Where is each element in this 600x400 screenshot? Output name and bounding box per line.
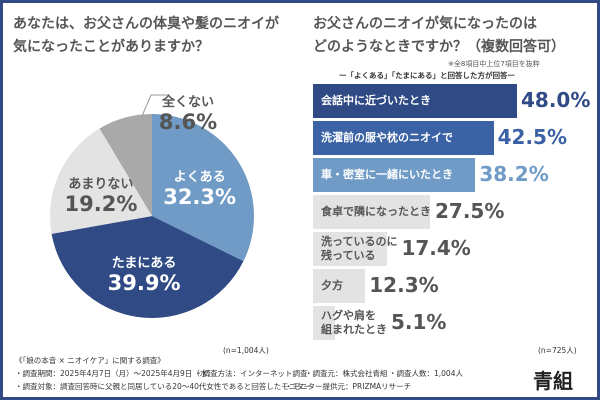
bar-value: 5.1% bbox=[391, 310, 447, 334]
pie-label-value: 32.3% bbox=[163, 185, 237, 210]
bar-label: 夕方 bbox=[321, 279, 343, 292]
pie-label: よくある 32.3% bbox=[163, 166, 236, 209]
bar-value: 17.4% bbox=[401, 236, 471, 260]
pie-label-name: たまにある bbox=[111, 255, 177, 271]
bar bbox=[313, 84, 517, 118]
bar-label: 会話中に近づいたとき bbox=[321, 94, 431, 107]
right-title-line2: どのようなときですか？（複数回答可） bbox=[313, 39, 565, 55]
bar bbox=[313, 306, 335, 340]
pie-label-name: あまりない bbox=[68, 176, 134, 192]
right-title-line1: お父さんのニオイが気になったのは bbox=[313, 16, 537, 32]
pie-leader-line bbox=[141, 94, 168, 117]
survey-target: ・調査対象：調査回答時に父親と同居している20～40代女性であると回答したモニタ… bbox=[15, 382, 312, 391]
bar bbox=[313, 195, 430, 229]
bar bbox=[313, 269, 366, 303]
logo: 青組 bbox=[533, 369, 573, 393]
bar-value: 27.5% bbox=[435, 199, 505, 223]
right-sample-size: (n=725人) bbox=[538, 346, 577, 355]
left-sample-size: (n=1,004人) bbox=[223, 346, 269, 355]
survey-method: ・調査方法：インターネット調査 bbox=[195, 369, 308, 378]
survey-count: ・調査人数：1,004人 bbox=[389, 369, 463, 378]
bar-label: 食卓で隣になったとき bbox=[321, 205, 431, 218]
left-title-line2: 気になったことがありますか？ bbox=[13, 39, 209, 55]
bar bbox=[313, 158, 476, 192]
bar-label: 洗濯前の服や枕のニオイで bbox=[321, 131, 453, 144]
pie-label-value: 19.2% bbox=[64, 191, 138, 216]
pie-chart bbox=[50, 94, 254, 319]
right-title: お父さんのニオイが気になったのは どのようなときですか？（複数回答可） bbox=[313, 13, 565, 59]
pie-slice bbox=[50, 128, 152, 234]
survey-title: 《「娘の本音 × ニオイケア」に関する調査》 bbox=[15, 356, 165, 365]
bar-value: 38.2% bbox=[479, 162, 549, 186]
infographic: あなたは、お父さんの体臭や髪のニオイが 気になったことがありますか？ よくある 3… bbox=[3, 3, 597, 397]
pie-label-name: 全くない bbox=[161, 95, 214, 110]
pie-label-value: 8.6% bbox=[158, 110, 218, 134]
pie-label: 全くない 8.6% bbox=[159, 91, 217, 134]
bar bbox=[313, 121, 494, 155]
left-title-line1: あなたは、お父さんの体臭や髪のニオイが bbox=[13, 16, 279, 32]
bar-value: 42.5% bbox=[497, 125, 568, 149]
left-title: あなたは、お父さんの体臭や髪のニオイが 気になったことがありますか？ bbox=[13, 13, 279, 59]
bar-value: 12.3% bbox=[369, 273, 439, 297]
bar-label: ハグや肩を 組まれたとき bbox=[321, 309, 387, 336]
pie-label: たまにある 39.9% bbox=[108, 252, 181, 295]
right-subtitle: ー「よくある」「たまにある」と回答した方が回答ー bbox=[339, 71, 516, 80]
bar-label: 車・密室に一緒にいたとき bbox=[321, 168, 453, 181]
pie-label-name: よくある bbox=[173, 170, 226, 186]
pie-label-value: 39.9% bbox=[107, 270, 181, 295]
survey-provider: ・モニター提供元：PRIZMAリサーチ bbox=[285, 382, 412, 391]
right-note: ※全8項目中上位7項目を抜粋 bbox=[448, 60, 540, 68]
pie-slice bbox=[99, 114, 152, 216]
bar-label: 洗っているのに 残っている bbox=[321, 235, 398, 262]
pie-label: あまりない 19.2% bbox=[65, 173, 138, 216]
survey-source: ・調査元：株式会社青組 bbox=[305, 369, 388, 378]
pie-slice bbox=[152, 114, 254, 262]
pie-slice bbox=[51, 216, 244, 319]
survey-period: ・調査期間：2025年4月7日（月）～2025年4月9日（水） bbox=[15, 369, 215, 378]
bar bbox=[313, 232, 387, 266]
bar-value: 48.0% bbox=[521, 88, 591, 112]
